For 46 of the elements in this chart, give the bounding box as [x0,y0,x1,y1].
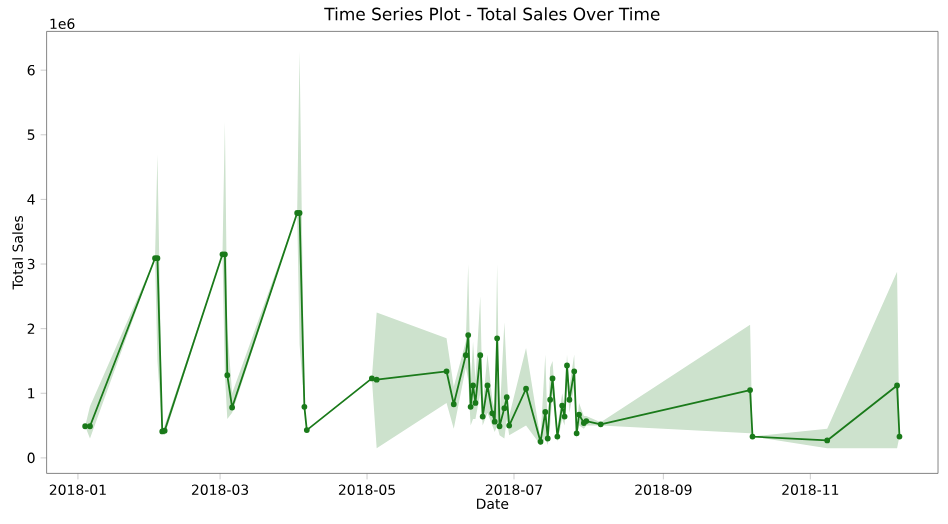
point [896,433,903,440]
point [472,400,479,406]
point [494,335,501,342]
point [573,430,580,437]
point [544,435,551,442]
point [303,427,310,433]
point [224,372,231,379]
point [542,409,549,415]
point [465,332,472,339]
point [450,401,457,408]
point [496,423,503,430]
point [749,433,756,440]
chart-title: Time Series Plot - Total Sales Over Time [324,7,660,21]
point [484,382,491,389]
point [537,438,544,445]
point [501,405,508,412]
point [443,368,450,375]
point [559,402,566,409]
point [894,382,900,389]
point [564,362,570,369]
point [824,437,831,444]
point [597,421,604,428]
point [566,396,573,403]
point [561,413,568,420]
point [747,387,753,393]
point [477,352,484,359]
point [491,418,498,425]
point [571,368,578,375]
point [554,433,561,440]
point [576,411,582,418]
point [373,376,380,383]
point [470,382,476,389]
point [462,352,469,359]
point [368,375,375,382]
point [479,413,486,420]
point [506,422,513,429]
point [503,394,510,401]
point [547,396,554,403]
point [82,423,89,430]
point [523,385,529,392]
point [549,375,556,382]
point [87,423,93,430]
point [467,403,474,410]
point [489,410,496,417]
point [229,404,236,411]
point [301,403,308,410]
